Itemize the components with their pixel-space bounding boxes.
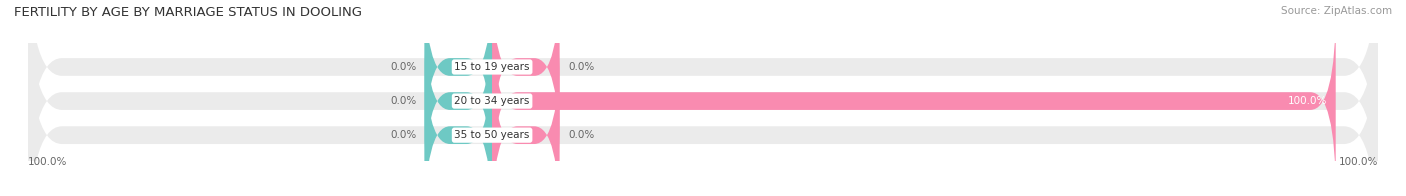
Text: 100.0%: 100.0% [28,157,67,167]
Text: 0.0%: 0.0% [389,62,416,72]
FancyBboxPatch shape [425,0,492,160]
FancyBboxPatch shape [425,8,492,194]
Text: 15 to 19 years: 15 to 19 years [454,62,530,72]
FancyBboxPatch shape [492,0,560,160]
FancyBboxPatch shape [492,42,560,196]
Text: FERTILITY BY AGE BY MARRIAGE STATUS IN DOOLING: FERTILITY BY AGE BY MARRIAGE STATUS IN D… [14,6,363,19]
Text: 0.0%: 0.0% [389,130,416,140]
Text: Source: ZipAtlas.com: Source: ZipAtlas.com [1281,6,1392,16]
Text: 20 to 34 years: 20 to 34 years [454,96,530,106]
FancyBboxPatch shape [28,0,1378,194]
Text: 0.0%: 0.0% [568,62,595,72]
Text: 0.0%: 0.0% [389,96,416,106]
Text: 35 to 50 years: 35 to 50 years [454,130,530,140]
Text: 0.0%: 0.0% [568,130,595,140]
FancyBboxPatch shape [425,42,492,196]
FancyBboxPatch shape [28,8,1378,196]
Text: 100.0%: 100.0% [1339,157,1378,167]
FancyBboxPatch shape [28,0,1378,196]
FancyBboxPatch shape [492,8,1336,194]
Text: 100.0%: 100.0% [1288,96,1327,106]
